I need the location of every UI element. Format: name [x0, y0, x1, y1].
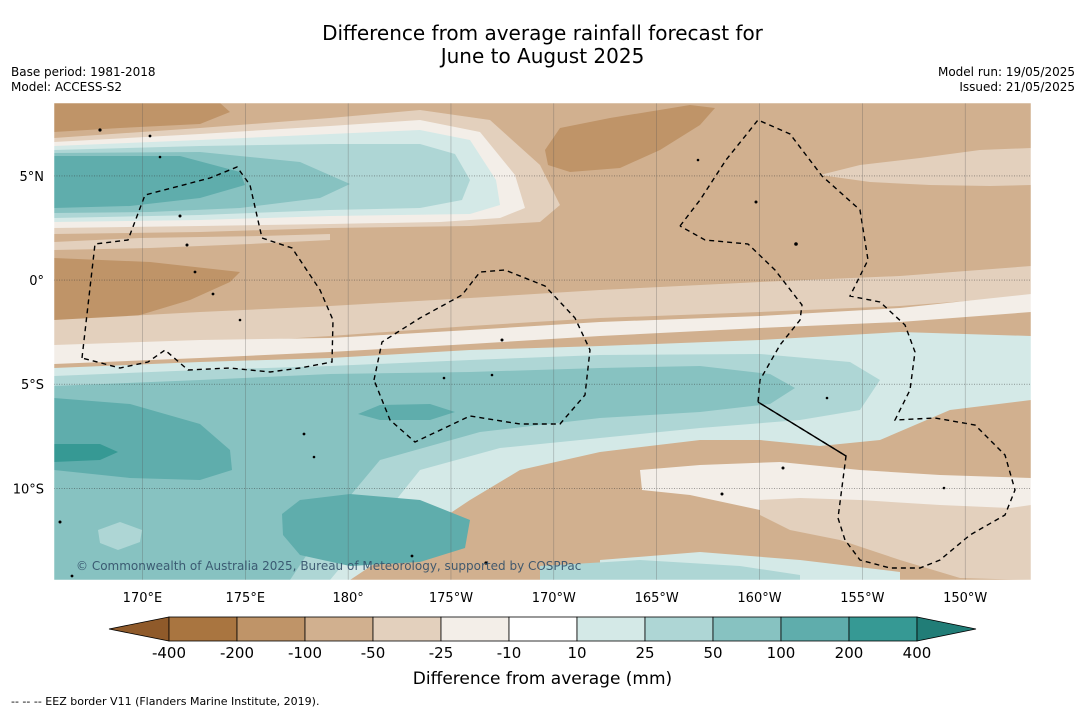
eez-border-kiribati-gilbert: [81, 166, 334, 373]
copyright-notice: © Commonwealth of Australia 2025, Bureau…: [76, 559, 581, 573]
colorbar-tick-label: 25: [635, 644, 654, 662]
issued-date: Issued: 21/05/2025: [959, 80, 1075, 94]
colorbar-title: Difference from average (mm): [412, 669, 673, 689]
longitude-tick-label: 175°W: [429, 591, 473, 606]
wet-strong-south: [282, 494, 470, 566]
eez-border-phoenix: [373, 269, 591, 443]
colorbar-swatch: [576, 616, 646, 642]
plot-frame: [53, 102, 1032, 581]
longitude-tick-label: 180°: [332, 591, 363, 606]
longitude-tick-label: 175°E: [226, 591, 266, 606]
dry-patch-northeast: [545, 105, 715, 172]
colorbar-tick-label: 10: [567, 644, 586, 662]
dry-band-north: [54, 103, 230, 132]
colorbar-tick-label: -50: [361, 644, 386, 662]
title-line-1: Difference from average rainfall forecas…: [322, 21, 763, 45]
dry-strong-equator-west: [54, 258, 240, 332]
colorbar-tick-label: -25: [429, 644, 454, 662]
latitude-tick-label: 5°S: [21, 378, 44, 393]
colorbar-tick-label: 400: [903, 644, 932, 662]
wet-mid-central: [54, 366, 795, 580]
model-name: Model: ACCESS-S2: [11, 80, 123, 94]
longitude-tick-label: 170°W: [532, 591, 576, 606]
dry-light-equator-band: [54, 266, 1031, 352]
title-line-2: June to August 2025: [440, 44, 645, 68]
colorbar-over-arrow: [916, 616, 977, 642]
colorbar-swatch: [168, 616, 238, 642]
eez-borders: [81, 119, 1016, 569]
longitude-tick-label: 165°W: [635, 591, 679, 606]
wet-strong-north: [54, 156, 245, 208]
longitude-tick-label: 170°E: [123, 591, 163, 606]
latitude-tick-label: 5°N: [20, 170, 45, 185]
colorbar: -400 -200 -100 -50 -25 -10 10 25 50 100 200 400: [108, 616, 977, 662]
colorbar-swatch: [236, 616, 306, 642]
colorbar-swatch: [440, 616, 510, 642]
latitude-tick-label: 10°S: [13, 482, 44, 497]
longitude-tick-label: 155°W: [840, 591, 884, 606]
eez-border-line-islands: [679, 119, 1016, 569]
wet-max-southwest: [54, 444, 118, 462]
colorbar-tick-label: 50: [703, 644, 722, 662]
wet-strong-central-patch: [358, 404, 455, 420]
map-plot-area: [54, 103, 1031, 580]
dry-light-northeast: [820, 148, 1031, 186]
colorbar-swatch: [644, 616, 714, 642]
colorbar-tick-label: 100: [767, 644, 796, 662]
longitude-tick-label: 150°W: [943, 591, 987, 606]
wet-light-south-edge: [540, 560, 800, 580]
colorbar-swatch: [712, 616, 782, 642]
colorbar-swatch: [848, 616, 918, 642]
latitude-tick-label: 0°: [29, 274, 44, 289]
boundary-solid-segment: [757, 401, 847, 457]
colorbar-tick-label: -400: [152, 644, 186, 662]
colorbar-under-arrow: [108, 616, 170, 642]
wet-light-small-patch: [98, 522, 142, 550]
dry-light-southeast: [760, 498, 1031, 580]
eez-legend-note: -- -- -- EEZ border V11 (Flanders Marine…: [11, 695, 320, 708]
map-title: Difference from average rainfall forecas…: [0, 22, 1085, 68]
colorbar-tick-label: -200: [220, 644, 254, 662]
island-markers: [58, 128, 946, 578]
longitude-tick-label: 160°W: [737, 591, 781, 606]
colorbar-swatch: [372, 616, 442, 642]
colorbar-swatch: [508, 616, 578, 642]
colorbar-swatch: [304, 616, 374, 642]
gridlines: [54, 103, 1031, 580]
model-run-date: Model run: 19/05/2025: [937, 65, 1075, 79]
colorbar-tick-label: -10: [497, 644, 522, 662]
colorbar-swatch: [780, 616, 850, 642]
colorbar-tick-label: -100: [288, 644, 322, 662]
dry-faint-equator-band: [54, 294, 1031, 364]
model-info: Base period: 1981-2018 Model: ACCESS-S2: [11, 65, 156, 95]
dry-light-equator-west: [54, 234, 330, 250]
run-info: Model run: 19/05/2025 Issued: 21/05/2025: [938, 65, 1075, 95]
colorbar-tick-label: 200: [835, 644, 864, 662]
axis-tick-labels: 170°E 175°E 180° 175°W 170°W 165°W 160°W 155°W 1…: [13, 170, 988, 606]
base-period: Base period: 1981-2018: [11, 65, 156, 79]
